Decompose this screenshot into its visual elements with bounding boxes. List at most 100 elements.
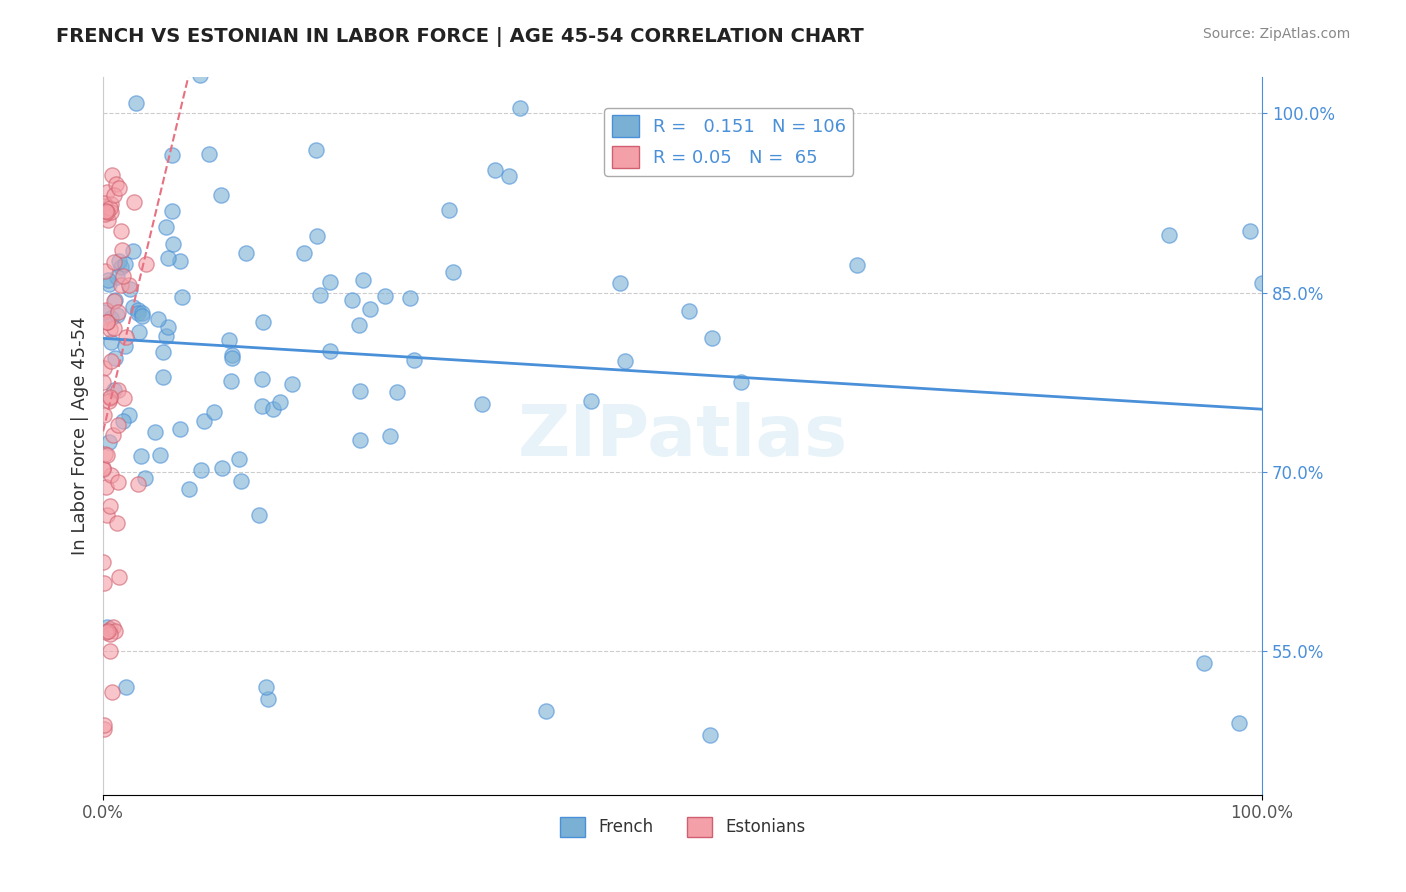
French <box>699 728 721 742</box>
French <box>103 383 125 397</box>
French <box>536 704 558 718</box>
Estonians <box>105 516 128 530</box>
Estonians <box>94 624 117 639</box>
French <box>124 95 146 110</box>
Estonians <box>111 243 134 257</box>
French <box>100 310 122 325</box>
Text: FRENCH VS ESTONIAN IN LABOR FORCE | AGE 45-54 CORRELATION CHART: FRENCH VS ESTONIAN IN LABOR FORCE | AGE … <box>56 27 865 46</box>
French <box>103 293 125 307</box>
French <box>221 351 243 366</box>
Estonians <box>96 204 118 219</box>
French <box>609 276 631 290</box>
Estonians <box>98 322 121 336</box>
French <box>157 320 180 334</box>
French <box>97 435 120 450</box>
Estonians <box>103 255 125 269</box>
Estonians <box>104 177 127 191</box>
Estonians <box>122 194 145 209</box>
French <box>188 68 211 82</box>
Estonians <box>98 622 121 636</box>
French <box>172 290 194 304</box>
Estonians <box>96 508 118 522</box>
French <box>149 448 172 462</box>
Estonians <box>93 575 115 590</box>
French <box>702 331 724 345</box>
Estonians <box>93 409 115 423</box>
Estonians <box>98 201 121 215</box>
Estonians <box>101 685 124 699</box>
French <box>250 399 273 413</box>
French <box>1159 227 1181 242</box>
Estonians <box>103 188 125 202</box>
French <box>256 692 278 706</box>
Estonians <box>103 321 125 335</box>
French <box>319 343 342 358</box>
French <box>156 251 179 265</box>
French <box>269 395 291 409</box>
French <box>1251 276 1274 290</box>
Estonians <box>107 383 129 397</box>
French <box>152 370 174 384</box>
Estonians <box>108 570 131 584</box>
Estonians <box>93 360 115 375</box>
French <box>845 258 868 272</box>
Estonians <box>93 717 115 731</box>
French <box>155 220 177 235</box>
French <box>359 301 381 316</box>
Estonians <box>112 391 135 405</box>
Estonians <box>98 627 121 641</box>
Estonians <box>96 204 118 219</box>
French <box>143 425 166 439</box>
French <box>134 471 156 485</box>
Estonians <box>114 330 136 344</box>
Estonians <box>98 644 121 658</box>
Estonians <box>98 499 121 513</box>
Estonians <box>107 475 129 490</box>
French <box>104 351 127 365</box>
Estonians <box>127 476 149 491</box>
Estonians <box>93 555 115 569</box>
Estonians <box>111 268 134 283</box>
Estonians <box>110 224 132 238</box>
French <box>471 397 494 411</box>
French <box>613 353 636 368</box>
French <box>152 345 174 359</box>
French <box>292 246 315 260</box>
French <box>108 254 131 268</box>
French <box>169 422 191 436</box>
Estonians <box>97 394 120 409</box>
Estonians <box>107 418 129 433</box>
French <box>131 306 153 320</box>
French <box>498 169 520 184</box>
Estonians <box>97 624 120 638</box>
French <box>228 451 250 466</box>
French <box>305 143 328 157</box>
French <box>131 309 153 323</box>
French <box>484 163 506 178</box>
Estonians <box>94 446 117 460</box>
French <box>211 460 233 475</box>
Estonians <box>100 204 122 219</box>
French <box>730 375 752 389</box>
Estonians <box>100 196 122 211</box>
Estonians <box>93 263 115 277</box>
French <box>352 273 374 287</box>
French <box>262 402 284 417</box>
Estonians <box>107 181 129 195</box>
French <box>198 146 221 161</box>
French <box>118 409 141 423</box>
Estonians <box>93 376 115 390</box>
French <box>118 282 141 296</box>
Estonians <box>100 467 122 482</box>
French <box>385 385 408 400</box>
French <box>221 348 243 362</box>
French <box>252 315 274 329</box>
Estonians <box>96 448 118 462</box>
Estonians <box>93 461 115 475</box>
Estonians <box>101 427 124 442</box>
French <box>281 376 304 391</box>
Estonians <box>101 168 124 182</box>
French <box>177 482 200 496</box>
French <box>218 333 240 347</box>
Estonians <box>135 257 157 271</box>
